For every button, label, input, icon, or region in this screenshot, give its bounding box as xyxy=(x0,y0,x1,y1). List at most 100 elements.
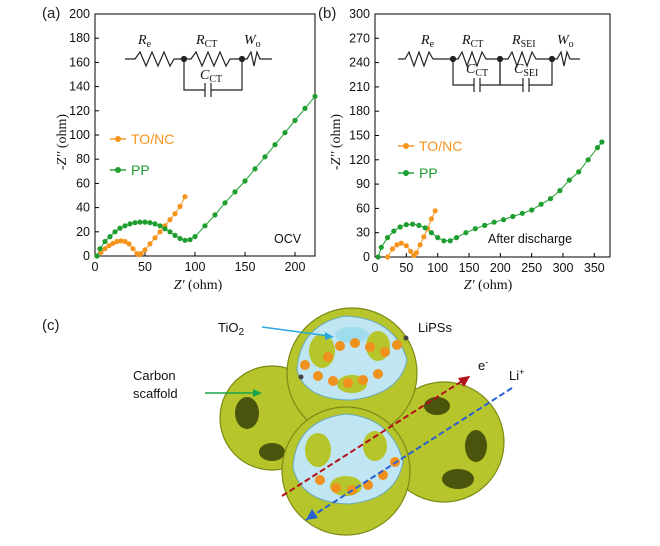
data-point-pp xyxy=(127,221,133,227)
data-point-pp xyxy=(152,221,158,227)
panel-a-annotation: OCV xyxy=(274,232,302,246)
node xyxy=(180,55,188,63)
panel-c-label: (c) xyxy=(42,317,60,334)
lipss-particles xyxy=(298,335,409,495)
circuit-a-label-wo: Wo xyxy=(244,33,261,50)
data-point-pp xyxy=(132,220,138,226)
data-point-pp xyxy=(117,225,123,231)
data-point-pp xyxy=(422,225,428,231)
data-point-pp xyxy=(192,234,198,240)
data-point-pp xyxy=(232,189,238,195)
x-tick-label: 100 xyxy=(427,261,448,275)
resistor-rct xyxy=(184,50,242,68)
data-point-pp xyxy=(403,222,409,228)
data-point-to-nc xyxy=(413,250,419,256)
data-point-pp xyxy=(435,235,441,241)
data-point-pp xyxy=(441,238,447,244)
panel-a-circuit xyxy=(125,50,272,97)
pore xyxy=(235,397,259,429)
data-point-pp xyxy=(585,157,591,163)
data-point-to-nc xyxy=(152,235,158,241)
x-tick-label: 0 xyxy=(92,260,99,274)
data-point-to-nc xyxy=(106,243,112,249)
x-tick-label: 200 xyxy=(490,261,511,275)
capacitor-ct-plates xyxy=(473,78,481,92)
data-point-pp xyxy=(500,217,507,223)
data-point-pp xyxy=(172,232,178,238)
data-point-to-nc xyxy=(408,248,414,254)
legend-label-to-nc: TO/NC xyxy=(419,138,462,154)
legend-marker-pp xyxy=(115,167,121,173)
x-tick-label: 250 xyxy=(521,261,542,275)
y-tick-label: 100 xyxy=(69,128,90,142)
cell-wall xyxy=(309,334,335,368)
data-point-to-nc xyxy=(417,242,423,248)
lithium-arrowhead xyxy=(306,509,318,520)
legend-marker-pp xyxy=(403,170,409,176)
resistor-rct xyxy=(453,50,500,68)
data-point-pp xyxy=(510,213,516,220)
y-tick-label: 150 xyxy=(349,129,370,143)
pore xyxy=(335,327,369,343)
panel-a-x-ticks: 0 50 100 150 200 xyxy=(92,252,305,274)
data-point-pp xyxy=(453,235,460,241)
circuit-a-label-re: Re xyxy=(137,33,152,50)
data-point-pp xyxy=(599,139,605,145)
panel-a-y-ticks: 0 20 40 60 80 100 120 140 160 180 200 xyxy=(69,7,99,263)
resistor-re xyxy=(398,50,453,68)
pore xyxy=(442,469,474,489)
data-point-to-nc xyxy=(157,229,163,235)
cell-wall xyxy=(305,433,331,467)
data-point-pp xyxy=(463,230,469,236)
lipss-label: LiPSs xyxy=(418,320,452,335)
data-point-to-nc xyxy=(167,217,173,223)
data-point-pp xyxy=(222,200,228,206)
data-point-pp xyxy=(292,117,298,124)
carbon-label-line1: Carbon xyxy=(133,368,176,383)
data-point-pp xyxy=(147,220,153,226)
data-point-pp xyxy=(107,234,113,240)
lipss-particle xyxy=(350,338,360,348)
electron-path-arrow xyxy=(281,375,471,497)
panel-a-series-points xyxy=(94,93,318,259)
data-point-to-nc xyxy=(403,243,409,249)
data-point-pp xyxy=(242,178,248,184)
data-point-to-nc xyxy=(118,238,124,244)
y-tick-label: 180 xyxy=(69,31,90,45)
data-point-pp xyxy=(428,230,434,236)
data-point-pp xyxy=(378,244,384,250)
panel-a-legend: TO/NC PP xyxy=(110,131,174,178)
x-tick-label: 300 xyxy=(553,261,574,275)
y-tick-label: 160 xyxy=(69,55,90,69)
legend-label-pp: PP xyxy=(419,165,438,181)
panel-b-x-axis-title: Z' (ohm) xyxy=(464,278,513,293)
circuit-a-label-rct: RCT xyxy=(195,33,217,50)
legend-marker-to-nc xyxy=(115,136,121,142)
data-point-to-nc xyxy=(102,246,108,252)
y-tick-label: 0 xyxy=(83,249,90,263)
data-point-to-nc xyxy=(389,246,396,252)
panel-b-label: (b) xyxy=(318,5,336,22)
data-point-pp xyxy=(491,219,497,225)
data-point-pp xyxy=(447,238,453,244)
circuit-a-label-cct: CCT xyxy=(200,68,222,85)
y-tick-label: 210 xyxy=(349,80,370,94)
tio2-pointer xyxy=(261,326,330,337)
pore xyxy=(259,443,285,461)
data-point-to-nc xyxy=(421,234,427,240)
data-point-pp xyxy=(302,105,308,111)
data-point-pp xyxy=(519,210,525,216)
panel-b-legend: TO/NC PP xyxy=(398,138,462,181)
y-tick-label: 240 xyxy=(349,56,370,70)
data-point-pp xyxy=(137,219,143,225)
data-point-pp xyxy=(384,235,391,241)
resistor-rsei xyxy=(500,50,552,68)
y-tick-label: 300 xyxy=(349,7,370,21)
y-tick-label: 180 xyxy=(349,104,370,118)
data-point-to-nc xyxy=(432,208,438,214)
lipss-particle xyxy=(328,376,338,386)
panel-b: (b) 0 30 60 90 120 150 180 210 240 270 300 0 50 100 1… xyxy=(318,5,611,293)
lipss-particle xyxy=(373,369,383,379)
y-tick-label: 60 xyxy=(356,201,370,215)
data-point-to-nc xyxy=(110,240,116,246)
